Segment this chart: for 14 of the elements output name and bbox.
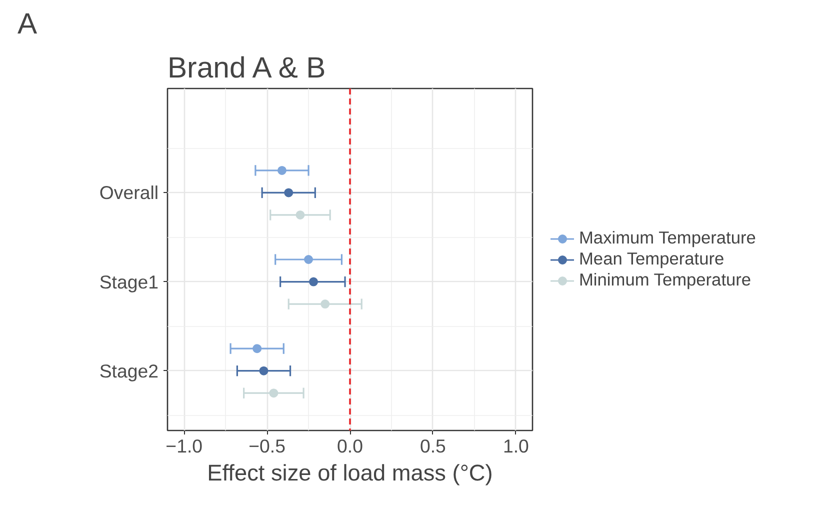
x-tick-label: 1.0 (502, 436, 529, 456)
y-tick-label: Stage1 (99, 271, 159, 292)
x-tick-label: 0.5 (420, 436, 446, 456)
x-tick-label: −0.5 (248, 436, 286, 456)
y-tick-label: Stage2 (99, 360, 159, 382)
y-tick-label: Overall (99, 182, 158, 204)
legend-label: Minimum Temperature (579, 270, 752, 290)
x-axis-title: Effect size of load mass (°C) (207, 460, 493, 486)
x-tick-label: −1.0 (166, 436, 203, 456)
legend-label: Mean Temperature (579, 248, 724, 270)
chart-title: Brand A & B (168, 52, 326, 84)
text: A (18, 8, 38, 40)
legend-label: Maximum Temperature (579, 228, 756, 248)
x-tick-label: 0.0 (337, 436, 363, 456)
